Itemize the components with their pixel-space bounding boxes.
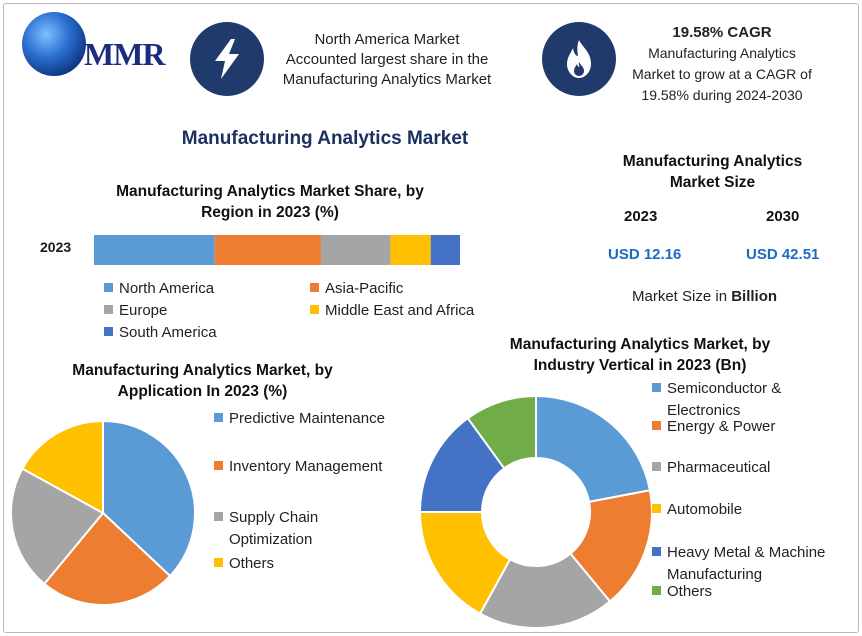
legend-label: Middle East and Africa <box>325 302 475 319</box>
legend-middle-east-africa: Middle East and Africa <box>310 302 474 319</box>
bar-segment-south-america <box>430 235 460 265</box>
legend-others: Others <box>214 555 274 572</box>
legend-swatch <box>104 305 113 314</box>
legend-swatch <box>310 283 319 292</box>
legend-swatch <box>104 283 113 292</box>
cagr-highlight: 19.58% CAGR Manufacturing Analytics Mark… <box>612 22 832 106</box>
legend-swatch <box>652 504 661 513</box>
market-size-title-line-2: Market Size <box>669 174 756 191</box>
legend-swatch <box>652 462 661 471</box>
legend-label-line-1: Heavy Metal & Machine <box>667 544 826 561</box>
highlight-1-line-3: Manufacturing Analytics Market <box>282 71 492 88</box>
pie-slice-others <box>21 419 104 515</box>
highlight-1-line-2: Accounted largest share in the <box>285 51 489 68</box>
application-chart-title: Manufacturing Analytics Market, by Appli… <box>30 360 375 402</box>
legend-pharmaceutical: Pharmaceutical <box>652 459 770 476</box>
region-stacked-bar <box>94 235 460 265</box>
region-title-line-1: Manufacturing Analytics Market Share, by <box>116 183 424 200</box>
brand-logo-text: MMR <box>84 36 166 72</box>
legend-semiconductor-electronics: Semiconductor & Electronics <box>652 378 781 422</box>
legend-automobile: Automobile <box>652 501 742 518</box>
flame-badge <box>542 22 616 96</box>
unit-bold: Billion <box>731 288 778 305</box>
pie-slice-predictive-maintenance <box>102 419 196 578</box>
region-bar-category-label: 2023 <box>40 239 72 255</box>
legend-north-america: North America <box>104 280 214 297</box>
legend-south-america: South America <box>104 324 217 341</box>
highlight-2-line-1: Manufacturing Analytics <box>648 45 796 61</box>
donut-slice-semiconductor-and-electronics <box>535 394 652 504</box>
donut-slice-others <box>466 394 537 470</box>
highlight-1-line-1: North America Market <box>314 31 460 48</box>
lightning-icon <box>215 39 239 79</box>
legend-label-line-1: Supply Chain <box>229 509 319 526</box>
industry-title-line-2: Industry Vertical in 2023 (Bn) <box>533 357 747 374</box>
market-size-year-2023: 2023 <box>624 208 658 225</box>
legend-swatch <box>310 305 319 314</box>
market-size-title-line-1: Manufacturing Analytics <box>622 153 803 170</box>
legend-label-line-2: Optimization <box>229 531 313 548</box>
page-title: Manufacturing Analytics Market <box>181 128 469 149</box>
bar-segment-middle-east-and-africa <box>390 235 431 265</box>
legend-heavy-metal-machine: Heavy Metal & Machine Manufacturing <box>652 542 825 586</box>
pie-slice-inventory-management <box>42 511 172 606</box>
legend-swatch <box>652 421 661 430</box>
north-america-highlight: North America Market Accounted largest s… <box>262 30 512 90</box>
legend-swatch <box>652 383 661 392</box>
industry-donut-chart <box>418 394 653 629</box>
legend-label: Others <box>229 555 275 572</box>
bar-segment-asia-pacific <box>214 235 321 265</box>
unit-prefix: Market Size in <box>632 288 732 305</box>
application-title-line-1: Manufacturing Analytics Market, by <box>72 362 333 379</box>
legend-label: Pharmaceutical <box>667 459 771 476</box>
market-size-title: Manufacturing Analytics Market Size <box>600 151 825 193</box>
industry-title-line-1: Manufacturing Analytics Market, by <box>509 336 771 353</box>
industry-chart-title: Manufacturing Analytics Market, by Indus… <box>470 334 810 376</box>
legend-label: Asia-Pacific <box>325 280 404 297</box>
legend-predictive-maintenance: Predictive Maintenance <box>214 410 385 427</box>
legend-label: Europe <box>119 302 168 319</box>
globe-logo-icon <box>22 12 86 76</box>
legend-label-line-2: Manufacturing <box>667 566 763 583</box>
legend-label: South America <box>119 324 217 341</box>
legend-europe: Europe <box>104 302 167 319</box>
legend-swatch <box>104 327 113 336</box>
legend-label-line-2: Electronics <box>667 402 741 419</box>
legend-swatch <box>214 413 223 422</box>
market-size-value-2030: USD 42.51 <box>746 246 820 263</box>
bar-segment-north-america <box>94 235 215 265</box>
legend-others-industry: Others <box>652 583 712 600</box>
legend-label: Automobile <box>667 501 743 518</box>
market-size-unit-note: Market Size in Billion <box>632 288 777 305</box>
application-pie-chart <box>10 419 196 606</box>
legend-label-line-1: Semiconductor & <box>667 380 782 397</box>
legend-swatch <box>214 512 223 521</box>
market-size-value-2023: USD 12.16 <box>608 246 682 263</box>
legend-swatch <box>214 558 223 567</box>
highlight-2-line-3: 19.58% during 2024-2030 <box>641 87 803 103</box>
flame-icon <box>567 40 591 78</box>
donut-slice-pharmaceutical <box>478 552 612 629</box>
region-chart-title: Manufacturing Analytics Market Share, by… <box>70 181 470 223</box>
legend-swatch <box>214 461 223 470</box>
highlight-2-line-2: Market to grow at a CAGR of <box>632 66 812 82</box>
legend-label: Energy & Power <box>667 418 776 435</box>
legend-label: Inventory Management <box>229 458 383 475</box>
application-title-line-2: Application In 2023 (%) <box>117 383 288 400</box>
legend-asia-pacific: Asia-Pacific <box>310 280 403 297</box>
market-size-year-2030: 2030 <box>766 208 800 225</box>
pie-slice-supply-chain-optimization <box>10 467 105 586</box>
legend-energy-power: Energy & Power <box>652 418 775 435</box>
region-title-line-2: Region in 2023 (%) <box>201 204 339 221</box>
cagr-title: 19.58% CAGR <box>672 24 772 41</box>
legend-inventory-management: Inventory Management <box>214 458 382 475</box>
legend-label: North America <box>119 280 215 297</box>
legend-swatch <box>652 547 661 556</box>
legend-swatch <box>652 586 661 595</box>
legend-label: Predictive Maintenance <box>229 410 385 427</box>
legend-supply-chain-optimization: Supply Chain Optimization <box>214 507 318 551</box>
lightning-badge <box>190 22 264 96</box>
bar-segment-europe <box>320 235 391 265</box>
legend-label: Others <box>667 583 713 600</box>
